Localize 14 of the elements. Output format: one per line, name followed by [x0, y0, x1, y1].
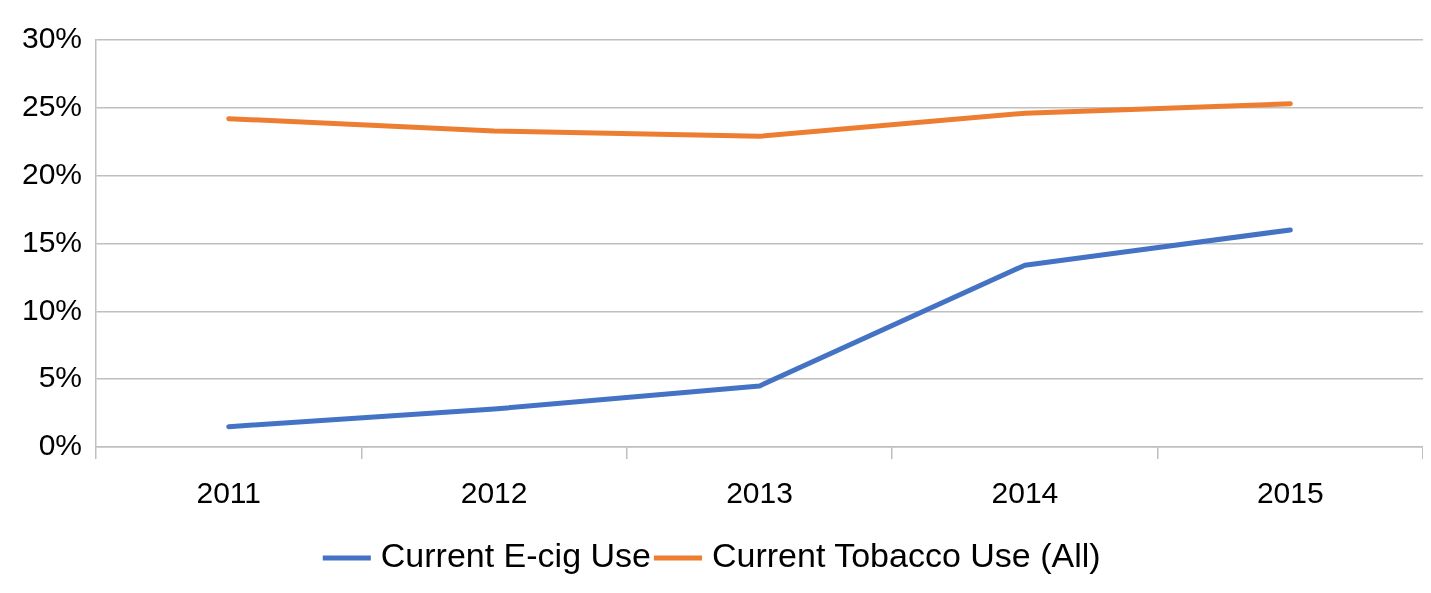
- y-tick-label: 0%: [38, 428, 83, 462]
- x-tick-label: 2015: [1256, 476, 1324, 510]
- x-tick-label: 2013: [726, 476, 793, 510]
- legend-label: Current E-cig Use: [380, 536, 651, 575]
- y-tick-label: 15%: [22, 224, 83, 258]
- y-tick-label: 5%: [38, 360, 83, 394]
- x-tick-label: 2014: [991, 476, 1059, 510]
- y-tick-label: 10%: [22, 292, 83, 326]
- x-tick-label: 2011: [196, 476, 261, 510]
- y-tick-label: 20%: [22, 156, 83, 190]
- x-tick-label: 2012: [460, 476, 528, 510]
- y-tick-label: 30%: [22, 21, 83, 55]
- legend-label: Current Tobacco Use (All): [711, 536, 1101, 575]
- y-tick-label: 25%: [22, 89, 83, 123]
